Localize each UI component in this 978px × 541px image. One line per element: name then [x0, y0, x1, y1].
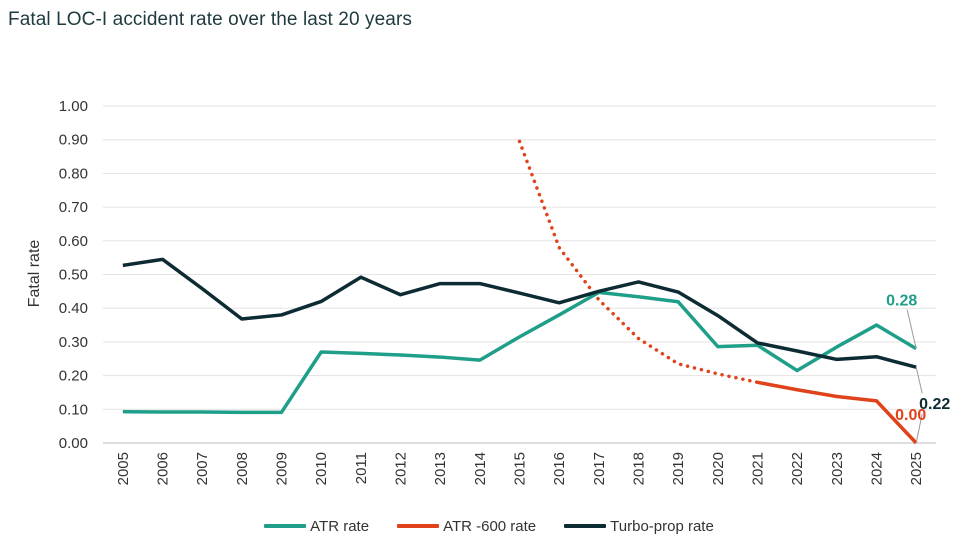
x-tick-label: 2025	[908, 452, 925, 485]
x-tick-label: 2021	[750, 452, 767, 485]
chart-title: Fatal LOC-I accident rate over the last …	[8, 9, 412, 30]
series-line-atr-600-rate-dotted	[517, 139, 760, 385]
data-label: 0.22	[919, 396, 950, 413]
y-tick-label: 0.00	[59, 435, 88, 452]
data-label-leader	[915, 367, 923, 394]
data-label: 0.00	[895, 407, 926, 424]
y-tick-label: 0.60	[59, 233, 88, 250]
x-tick-label: 2012	[393, 452, 410, 485]
x-tick-label: 2018	[631, 452, 648, 485]
y-tick-label: 1.00	[59, 98, 88, 115]
legend-label: Turbo-prop rate	[610, 517, 714, 535]
x-tick-label: 2009	[274, 452, 291, 485]
data-label-leader	[906, 309, 917, 349]
y-tick-label: 0.90	[59, 132, 88, 149]
x-tick-label: 2013	[432, 452, 449, 485]
legend-label: ATR -600 rate	[443, 517, 537, 535]
series-line-atr-rate	[122, 290, 918, 415]
y-tick-label: 0.80	[59, 165, 88, 182]
x-tick-label: 2008	[234, 452, 251, 485]
legend-item: Turbo-prop rate	[564, 518, 714, 535]
x-tick-label: 2007	[194, 452, 211, 485]
legend-swatch	[264, 524, 307, 528]
x-tick-label: 2024	[869, 452, 886, 485]
y-tick-label: 0.40	[59, 300, 88, 317]
x-tick-label: 2011	[353, 452, 370, 484]
x-tick-label: 2016	[551, 452, 568, 485]
y-axis-label: Fatal rate	[26, 240, 43, 308]
legend-item: ATR -600 rate	[397, 518, 536, 535]
y-tick-label: 0.20	[59, 368, 88, 385]
y-tick-label: 0.70	[59, 199, 88, 216]
x-tick-label: 2022	[789, 452, 806, 485]
x-tick-label: 2005	[115, 452, 132, 485]
x-tick-label: 2015	[512, 452, 529, 485]
x-tick-label: 2014	[472, 452, 489, 485]
series-line-turbo-prop-rate	[122, 257, 917, 369]
legend-swatch	[564, 524, 607, 528]
data-label: 0.28	[886, 293, 917, 310]
x-tick-label: 2006	[155, 452, 172, 485]
legend-label: ATR rate	[310, 517, 370, 535]
y-tick-label: 0.10	[59, 401, 88, 418]
x-tick-label: 2020	[710, 452, 727, 485]
x-tick-label: 2010	[313, 452, 330, 485]
series-line-atr-600-rate	[757, 380, 918, 445]
legend-swatch	[397, 524, 440, 528]
data-label-leader	[915, 413, 923, 444]
legend-item: ATR rate	[264, 518, 369, 535]
y-tick-label: 0.30	[59, 334, 88, 351]
line-chart: 0.00 0.10 0.20 0.30 0.40 0.50 0.60 0.70 0.80 0.90…	[26, 98, 950, 485]
chart-legend: ATR rate ATR -600 rate Turbo-prop rate	[0, 515, 978, 537]
y-tick-label: 0.50	[59, 267, 88, 284]
x-tick-label: 2023	[829, 452, 846, 485]
x-tick-label: 2017	[591, 452, 608, 485]
x-tick-label: 2019	[670, 452, 687, 485]
